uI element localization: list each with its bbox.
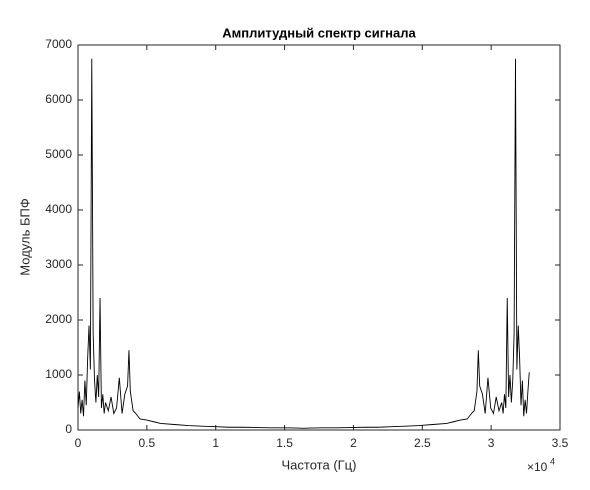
x-tick-label: 1 bbox=[212, 436, 219, 450]
y-tick-label: 6000 bbox=[45, 92, 72, 106]
y-tick-label: 7000 bbox=[45, 37, 72, 51]
x-multiplier: ×10 bbox=[527, 460, 548, 474]
chart-title: Амплитудный спектр сигнала bbox=[222, 25, 416, 40]
y-axis-label: Модуль БПФ bbox=[17, 198, 32, 276]
y-tick-label: 5000 bbox=[45, 147, 72, 161]
y-tick-label: 2000 bbox=[45, 312, 72, 326]
x-tick-label: 3.5 bbox=[552, 436, 569, 450]
x-tick-label: 2 bbox=[350, 436, 357, 450]
x-tick-label: 1.5 bbox=[276, 436, 293, 450]
y-tick-label: 4000 bbox=[45, 202, 72, 216]
x-multiplier-power: 4 bbox=[550, 456, 555, 466]
x-axis-label: Частота (Гц) bbox=[282, 457, 357, 472]
spectrum-line bbox=[77, 58, 530, 429]
y-tick-label: 3000 bbox=[45, 257, 72, 271]
y-tick-label: 1000 bbox=[45, 367, 72, 381]
x-tick-label: 0.5 bbox=[139, 436, 156, 450]
x-tick-label: 2.5 bbox=[414, 436, 431, 450]
y-tick-label: 0 bbox=[65, 422, 72, 436]
x-tick-label: 3 bbox=[488, 436, 495, 450]
x-tick-label: 0 bbox=[75, 436, 82, 450]
plot-box bbox=[77, 44, 561, 431]
